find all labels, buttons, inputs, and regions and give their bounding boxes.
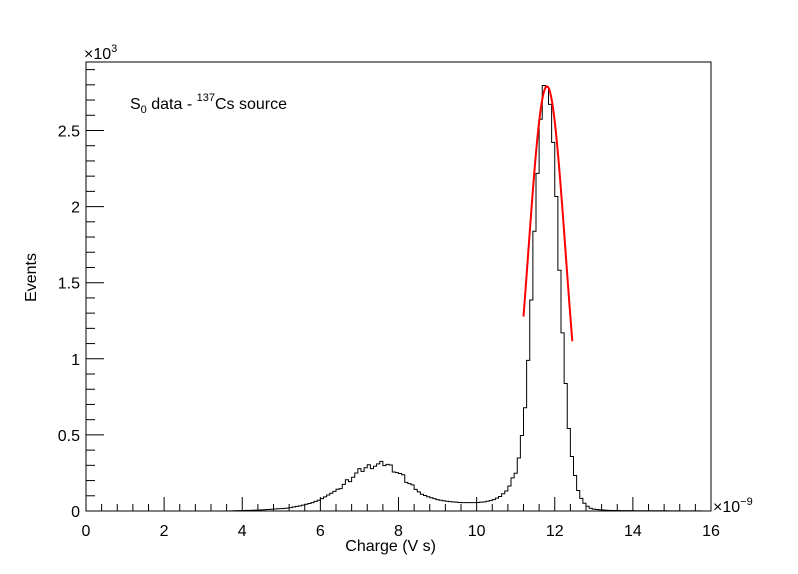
x-tick-label: 10 [468, 523, 486, 540]
y-tick-label: 1.5 [58, 276, 80, 293]
y-tick-label: 0 [71, 504, 80, 521]
y-exponent-base: ×10 [84, 46, 111, 63]
plot-annotation: S0 data - 137Cs source [130, 92, 287, 116]
x-axis-exponent: ×10−9 [713, 496, 753, 516]
y-tick-label: 2.5 [58, 123, 80, 140]
x-tick-label: 4 [238, 523, 247, 540]
y-axis-exponent: ×103 [84, 43, 117, 63]
annotation-tail: Cs source [215, 96, 287, 113]
x-tick-label: 2 [160, 523, 169, 540]
y-exponent-power: 3 [111, 43, 117, 55]
annotation-sup: 137 [197, 92, 215, 104]
x-exponent-base: ×10 [713, 499, 740, 516]
x-tick-label: 12 [546, 523, 564, 540]
histogram-series [86, 84, 712, 512]
x-tick-label: 0 [82, 523, 91, 540]
gaussian-fit-curve [522, 85, 574, 342]
annotation-main: S [130, 96, 141, 113]
y-tick-label: 0.5 [58, 428, 80, 445]
x-exponent-power: −9 [740, 496, 753, 508]
x-tick-label: 16 [702, 523, 720, 540]
y-tick-label: 2 [71, 200, 80, 217]
tick-labels: 0 2 4 6 8 10 12 14 16 0 0.5 1 1.5 2 2.5 [58, 123, 720, 540]
x-axis-title: Charge (V s) [345, 538, 436, 555]
x-tick-label: 14 [624, 523, 642, 540]
x-tick-label: 8 [394, 523, 403, 540]
annotation-mid: data - [147, 96, 197, 113]
y-tick-label: 1 [71, 352, 80, 369]
plot-frame [85, 61, 712, 512]
axis-ticks [85, 69, 712, 512]
annotation-sub: 0 [141, 104, 147, 116]
x-tick-label: 6 [316, 523, 325, 540]
y-axis-title: Events [23, 253, 40, 302]
